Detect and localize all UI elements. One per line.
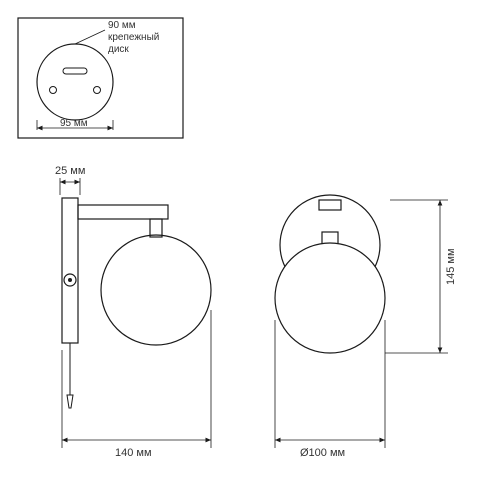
side-bottom-dim: 140 мм (115, 447, 152, 459)
disc-width-label: 95 мм (60, 118, 88, 129)
side-top-dim: 25 мм (55, 165, 85, 177)
front-diameter-dim: Ø100 мм (300, 447, 345, 459)
technical-drawing: 90 мм крепежный диск 95 мм 25 мм 140 м (0, 0, 500, 500)
front-height-dim: 145 мм (445, 248, 457, 285)
disc-label2: диск (108, 44, 129, 55)
disc-label1: крепежный (108, 32, 159, 43)
front-view: Ø100 мм 145 мм (275, 195, 457, 459)
side-view: 25 мм 140 мм (55, 165, 211, 459)
mounting-disc-box: 90 мм крепежный диск 95 мм (18, 18, 183, 138)
disc-dim-label: 90 мм (108, 20, 136, 31)
